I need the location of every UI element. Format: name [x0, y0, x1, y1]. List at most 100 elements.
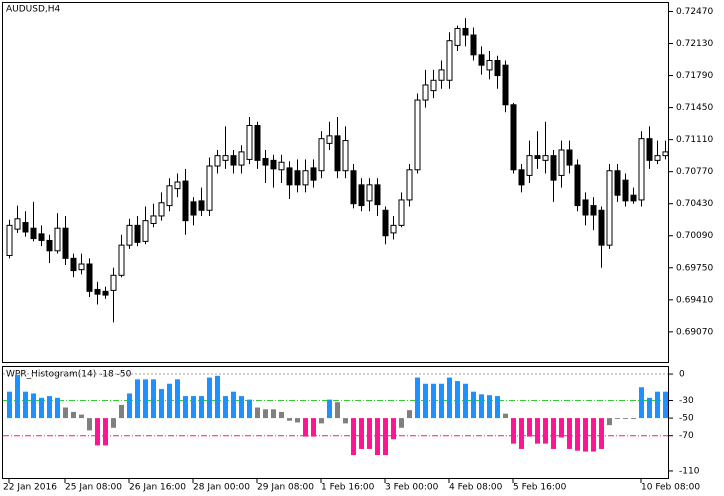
candle-body — [318, 138, 325, 172]
candle-body — [102, 290, 109, 296]
candle-body — [494, 59, 501, 77]
candle-body — [518, 169, 525, 186]
bar — [583, 418, 588, 452]
candle-body — [174, 181, 181, 190]
candle-body — [86, 263, 93, 292]
candle-body — [486, 59, 493, 71]
bar — [535, 418, 540, 444]
candle-body — [334, 135, 341, 172]
candle-body — [438, 69, 445, 81]
candle-body — [534, 155, 541, 159]
candle-body — [302, 170, 309, 186]
bar — [247, 399, 252, 419]
bar — [511, 418, 516, 444]
candle-body — [110, 274, 117, 291]
y-tick-label: 0 — [679, 370, 685, 380]
y-tick-label: 0.71110 — [676, 135, 713, 145]
candle-body — [470, 34, 477, 56]
bar — [151, 379, 156, 419]
bar — [399, 418, 404, 428]
bar — [655, 391, 660, 419]
candle-body — [342, 140, 349, 172]
candle-body — [190, 201, 197, 216]
candle-body — [118, 244, 125, 276]
candle-body — [62, 227, 69, 259]
candle-body — [230, 155, 237, 166]
bar — [527, 418, 532, 437]
bar — [79, 414, 84, 419]
candle-body — [374, 184, 381, 206]
candle-body — [622, 179, 629, 202]
bar — [7, 391, 12, 419]
bar — [159, 389, 164, 419]
candle-body — [366, 184, 373, 202]
price-panel — [2, 2, 669, 363]
bar — [311, 418, 316, 437]
candle-body — [406, 169, 413, 201]
bar — [23, 391, 28, 419]
x-tick-label: 26 Jan 16:00 — [129, 483, 186, 493]
candle-body — [238, 151, 245, 166]
candle-body — [582, 199, 589, 216]
candle-body — [222, 155, 229, 161]
candle-body — [574, 164, 581, 207]
candle-body — [390, 224, 397, 234]
y-tick-label: -30 — [679, 396, 694, 406]
bar — [647, 397, 652, 419]
y-tick-label: 0.70090 — [676, 231, 713, 241]
bar — [407, 410, 412, 419]
bar — [615, 418, 620, 419]
bar — [303, 418, 308, 437]
candle-body — [614, 170, 621, 196]
chart-title: AUDUSD,H4 — [6, 5, 61, 15]
candle-body — [478, 54, 485, 66]
candle-body — [382, 209, 389, 237]
candle-body — [646, 138, 653, 161]
candle-body — [590, 205, 597, 216]
bar — [63, 407, 68, 419]
bar — [239, 396, 244, 419]
bar — [383, 418, 388, 456]
candle-body — [182, 180, 189, 222]
bar — [423, 383, 428, 419]
x-tick-label: 3 Feb 00:00 — [385, 483, 439, 493]
bar — [183, 396, 188, 419]
bar — [111, 418, 116, 428]
y-tick-label: 0.69750 — [676, 263, 713, 273]
bar — [439, 383, 444, 419]
bar — [631, 418, 636, 419]
bar — [343, 418, 348, 424]
bar — [335, 402, 340, 419]
bar — [87, 418, 92, 431]
candle-body — [606, 170, 613, 246]
bar — [367, 418, 372, 449]
candle-body — [22, 222, 29, 233]
bar — [143, 379, 148, 419]
y-tick-label: -70 — [679, 431, 694, 441]
bar — [55, 397, 60, 419]
bar — [175, 379, 180, 419]
bar — [287, 418, 292, 421]
bar — [71, 411, 76, 419]
bar — [223, 396, 228, 419]
bar — [447, 377, 452, 419]
bar — [327, 399, 332, 419]
candle-body — [598, 209, 605, 246]
candle-body — [430, 79, 437, 92]
bar — [391, 418, 396, 440]
candle-body — [70, 257, 77, 272]
candle-body — [30, 227, 37, 240]
candle-body — [526, 155, 533, 176]
bar — [599, 418, 604, 449]
bar — [231, 391, 236, 419]
bar — [359, 418, 364, 449]
candle-body — [550, 155, 557, 181]
x-tick-label: 25 Jan 08:00 — [65, 483, 122, 493]
candle-body — [502, 64, 509, 106]
x-tick-label: 29 Jan 08:00 — [257, 483, 314, 493]
bar — [103, 418, 108, 446]
x-tick-label: 22 Jan 2016 — [3, 483, 57, 493]
candle-body — [446, 40, 453, 81]
y-tick-label: -50 — [679, 414, 694, 424]
